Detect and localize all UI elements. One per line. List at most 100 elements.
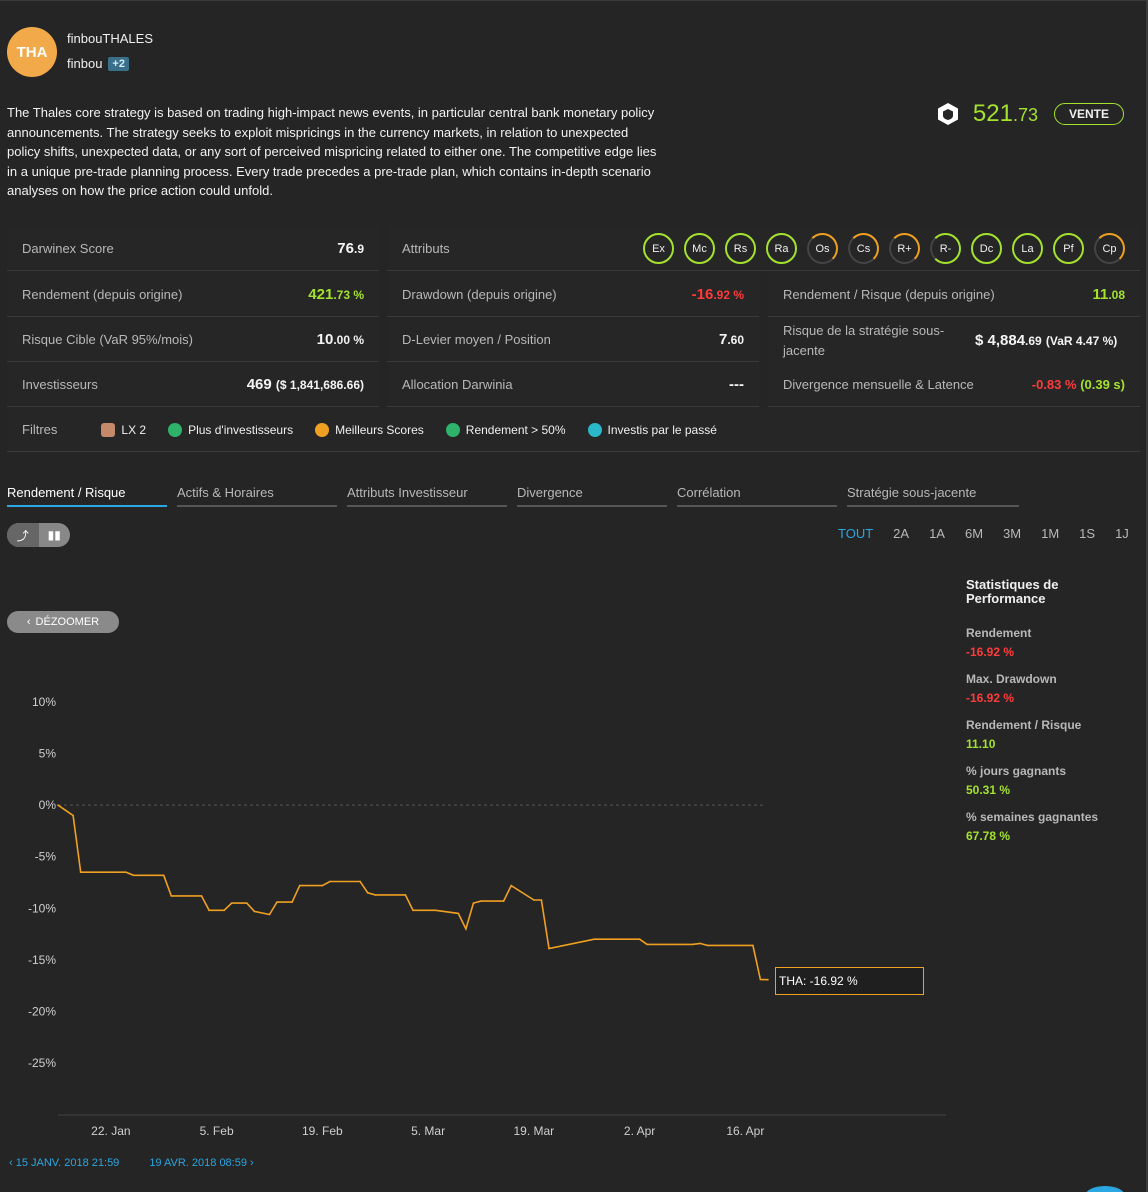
data-point <box>208 909 210 912</box>
y-tick-label: -10% <box>28 901 56 915</box>
data-point <box>200 895 203 897</box>
x-tick-label: 22. Jan <box>91 1124 130 1138</box>
return-risk-cell: Rendement / Risque (depuis origine) 11.0… <box>768 273 1140 317</box>
range-1m[interactable]: 1M <box>1041 526 1060 541</box>
range-6m[interactable]: 6M <box>964 526 984 541</box>
perf-label: % jours gagnants <box>966 764 1067 778</box>
data-point <box>321 884 324 887</box>
filter-best-scores[interactable]: Meilleurs Scores <box>315 422 424 437</box>
data-point <box>72 814 74 817</box>
attr-ex[interactable]: Ex <box>643 233 674 264</box>
target-risk-cell: Risque Cible (VaR 95%/mois) 10.00 % <box>7 318 379 362</box>
range-1w[interactable]: 1S <box>1079 526 1096 541</box>
range-all[interactable]: TOUT <box>838 526 874 541</box>
x-tick-label: 2. Apr <box>624 1124 655 1138</box>
filter-lx2-label: LX 2 <box>121 422 147 437</box>
dezoom-label: DÉZOOMER <box>35 616 100 628</box>
line-chart-icon[interactable]: ⤴ <box>7 523 39 547</box>
filters-row: Filtres LX 2 Plus d'investisseurs Meille… <box>7 408 1140 452</box>
plus-badge[interactable]: +2 <box>108 56 129 71</box>
attr-ra[interactable]: Ra <box>766 233 797 264</box>
owner-line: finbou +2 <box>67 56 129 71</box>
x-tick-label: 5. Mar <box>411 1124 445 1138</box>
darwinia-cell: Allocation Darwinia --- <box>387 363 759 407</box>
attr-os[interactable]: Os <box>807 233 838 264</box>
filter-more-investors[interactable]: Plus d'investisseurs <box>168 422 293 437</box>
return-value: 421.73 % <box>308 286 364 303</box>
filter-return-50[interactable]: Rendement > 50% <box>445 422 566 437</box>
data-point <box>699 942 701 945</box>
range-1d[interactable]: 1J <box>1115 526 1129 541</box>
range-3m[interactable]: 3M <box>1003 526 1022 541</box>
avatar[interactable]: THA <box>7 27 57 77</box>
tab-assets-hours[interactable]: Actifs & Horaires <box>177 485 337 507</box>
date-range-bar: ‹ 15 JANV. 2018 21:59 19 AVR. 2018 08:59… <box>9 1157 254 1169</box>
data-point <box>404 894 407 896</box>
attr-cs[interactable]: Cs <box>848 233 879 264</box>
right-divider <box>1146 0 1148 1192</box>
attr-rplus[interactable]: R+ <box>889 233 920 264</box>
attr-cp[interactable]: Cp <box>1094 233 1125 264</box>
divergence-cell: Divergence mensuelle & Latence -0.83 % (… <box>768 363 1140 407</box>
return-chart[interactable]: 10% 5% 0% -5% -10% -15% -20% -25% 22. Jan 5. Feb 1… <box>0 680 960 1150</box>
price-area: 521.73 VENTE <box>937 100 1124 128</box>
attr-rs[interactable]: Rs <box>725 233 756 264</box>
data-point <box>472 902 475 904</box>
series-line-tha[interactable] <box>57 804 769 981</box>
end-date[interactable]: 19 AVR. 2018 08:59 › <box>149 1157 254 1169</box>
y-tick-label: -15% <box>28 953 56 967</box>
x-tick-label: 16. Apr <box>726 1124 764 1138</box>
data-point <box>359 880 361 883</box>
plus50-icon <box>445 422 460 437</box>
attr-rminus[interactable]: R- <box>930 233 961 264</box>
data-point <box>691 943 694 946</box>
money-bag-icon <box>168 422 183 437</box>
perf-label: Rendement <box>966 626 1032 640</box>
tab-correlation[interactable]: Corrélation <box>677 485 837 507</box>
perf-value: 50.31 % <box>966 783 1011 797</box>
y-tick-label: -5% <box>35 850 57 864</box>
darwinex-score-label: Darwinex Score <box>22 241 114 256</box>
filter-lx2[interactable]: LX 2 <box>101 422 147 437</box>
range-2y[interactable]: 2A <box>893 526 910 541</box>
filter-best-scores-label: Meilleurs Scores <box>335 422 424 437</box>
dezoom-button[interactable]: ‹ DÉZOOMER <box>7 611 119 633</box>
filter-list: LX 2 Plus d'investisseurs Meilleurs Scor… <box>101 422 717 437</box>
shield-icon <box>937 103 958 125</box>
tab-investor-attributes[interactable]: Attributs Investisseur <box>347 485 507 507</box>
data-point <box>646 943 648 946</box>
data-point <box>291 901 293 903</box>
return-label: Rendement (depuis origine) <box>22 287 183 302</box>
attr-mc[interactable]: Mc <box>684 233 715 264</box>
attr-dc[interactable]: Dc <box>971 233 1002 264</box>
perf-value: 67.78 % <box>966 829 1011 843</box>
data-point <box>64 809 67 812</box>
tab-underlying-strategy[interactable]: Stratégie sous-jacente <box>847 485 1019 507</box>
chart-type-toggle[interactable]: ⤴ ▮▮ <box>7 523 70 547</box>
tab-divergence[interactable]: Divergence <box>517 485 667 507</box>
tab-return-risk[interactable]: Rendement / Risque <box>7 485 167 507</box>
chat-bubble[interactable] <box>1085 1186 1125 1192</box>
range-1y[interactable]: 1A <box>929 526 945 541</box>
data-point <box>502 900 505 902</box>
attribute-circles: Ex Mc Rs Ra Os Cs R+ R- Dc La Pf Cp <box>643 233 1125 264</box>
filter-past-invested[interactable]: Investis par le passé <box>587 422 717 437</box>
data-point <box>752 944 754 947</box>
chart-tabs: Rendement / Risque Actifs & Horaires Att… <box>7 485 1019 507</box>
perf-item: Rendement -16.92 % <box>966 626 1136 659</box>
data-point <box>366 892 369 894</box>
y-tick-label: 10% <box>32 695 56 709</box>
attr-la[interactable]: La <box>1012 233 1043 264</box>
darwin-title[interactable]: finbouTHALES <box>67 31 153 46</box>
darwin-price: 521.73 <box>972 100 1038 127</box>
data-point <box>533 899 535 901</box>
start-date[interactable]: ‹ 15 JANV. 2018 21:59 <box>9 1157 120 1169</box>
darwinex-score-value: 76.9 <box>337 240 364 257</box>
sell-button[interactable]: VENTE <box>1053 103 1124 125</box>
candlestick-icon[interactable]: ▮▮ <box>47 528 61 542</box>
data-point <box>593 938 596 941</box>
dleverage-value: 7.60 <box>718 331 744 348</box>
attr-pf[interactable]: Pf <box>1053 233 1084 264</box>
owner-name[interactable]: finbou <box>67 56 103 71</box>
x-tick-label: 19. Feb <box>302 1124 343 1138</box>
